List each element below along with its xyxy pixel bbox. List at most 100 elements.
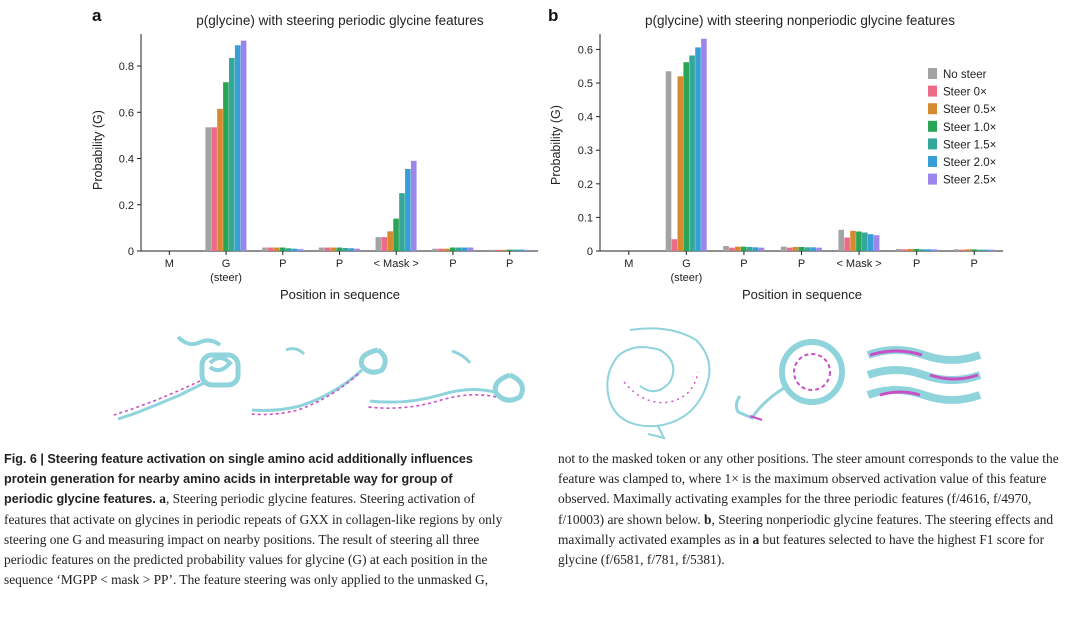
protein-structure-a1: [113, 335, 241, 421]
chart-a-bar: [455, 247, 462, 251]
chart-a-xtick-label: P: [506, 258, 513, 270]
chart-b-plot: 0 0.1 0.2 0.3 0.4 0.5 0.6 M G (steer) P P < Mask > P P: [578, 34, 1003, 284]
chart-b-bar: [901, 249, 908, 251]
chart-b-bar: [844, 237, 850, 251]
chart-a-bar: [279, 247, 286, 251]
chart-a-ylabel: Probability (G): [91, 110, 105, 190]
chart-b-bar: [959, 249, 966, 251]
chart-a-bar: [449, 247, 456, 251]
legend-label: Steer 1.0×: [943, 122, 996, 134]
chart-b-ytick-label: 0: [587, 246, 593, 258]
caption-label-a: a: [159, 491, 166, 507]
caption-text-a: , Steering periodic glycine features. St…: [4, 491, 503, 588]
chart-a-bar: [518, 249, 525, 251]
legend-swatch: [928, 138, 937, 150]
protein-structure-a3: [367, 349, 525, 409]
chart-b-bar: [919, 249, 926, 251]
chart-a-bar: [354, 248, 360, 251]
chart-b-xtick-label: P: [971, 258, 978, 270]
caption-text-a-cont: not to the masked token or any other pos…: [558, 451, 1059, 527]
chart-a-bar: [348, 248, 354, 251]
chart-a-bar: [381, 237, 388, 251]
chart-b-ytick-label: 0.5: [578, 78, 593, 90]
chart-a-xtick-label: P: [449, 258, 456, 270]
chart-b-bar: [816, 247, 822, 251]
chart-b-bar: [758, 247, 765, 251]
chart-b-legend: No steer Steer 0× Steer 0.5× Steer 1.0× Stee…: [928, 68, 996, 187]
chart-a-bar: [444, 248, 450, 251]
chart-a-bar: [285, 248, 292, 251]
chart-b-xtick-sublabel: (steer): [670, 272, 702, 284]
chart-b-bar: [804, 247, 811, 251]
chart-a-bar: [291, 248, 298, 251]
chart-b-bar: [792, 246, 799, 251]
chart-b-bar: [856, 231, 862, 251]
chart-b-bar: [695, 47, 701, 251]
chart-b-bar: [983, 249, 989, 251]
chart-b-bar: [683, 62, 690, 252]
chart-a-bar: [387, 231, 393, 251]
chart-a-bar: [524, 249, 530, 251]
chart-b-xtick-label: M: [624, 258, 633, 270]
chart-a-bar: [410, 160, 417, 251]
chart-b-bar: [953, 249, 960, 251]
chart-b-bar: [925, 249, 932, 251]
chart-a-bar: [268, 247, 274, 251]
chart-a-title: p(glycine) with steering periodic glycin…: [196, 13, 484, 28]
chart-b-xtick-label: P: [913, 258, 920, 270]
chart-b-bar: [931, 249, 937, 251]
chart-b-bar: [671, 239, 678, 251]
chart-a-bar: [229, 57, 235, 252]
chart-b-bar: [786, 247, 793, 251]
legend-swatch: [928, 173, 937, 185]
chart-a-bar: [399, 193, 405, 251]
figure-caption-left: Fig. 6 | Steering feature activation on …: [4, 449, 504, 590]
chart-b-bar: [988, 249, 995, 251]
chart-a-ytick-label: 0.4: [119, 154, 134, 166]
chart-a-ytick-label: 0.8: [119, 61, 134, 73]
chart-a-bar: [405, 168, 411, 251]
chart-b-xtick-label: P: [740, 258, 747, 270]
caption-label-b-ref: a: [752, 531, 760, 547]
chart-a-bar: [297, 249, 304, 251]
chart-b-ytick-label: 0.1: [578, 212, 593, 224]
chart-a-ytick-label: 0.2: [119, 200, 134, 212]
chart-a-xtick-label: < Mask >: [374, 258, 419, 270]
legend-label: Steer 2.5×: [943, 175, 996, 187]
chart-a-bar: [461, 247, 468, 251]
figure-caption-right: not to the masked token or any other pos…: [558, 449, 1076, 570]
chart-b-bar: [740, 246, 747, 251]
caption-label-b: b: [704, 511, 712, 527]
chart-b-ytick-label: 0.4: [578, 112, 593, 124]
chart-a-bar: [393, 218, 399, 251]
chart-a-bar: [330, 247, 337, 251]
legend-label: Steer 0×: [943, 87, 987, 99]
chart-a-xtick-label: P: [336, 258, 343, 270]
chart-b-bar: [780, 246, 787, 251]
chart-a-bar: [324, 247, 331, 251]
legend-swatch: [928, 156, 937, 167]
chart-a-bar: [211, 127, 217, 251]
legend-label: No steer: [943, 69, 987, 81]
chart-b-bar: [867, 234, 874, 251]
legend-label: Steer 1.5×: [943, 139, 996, 151]
chart-b-bar: [838, 229, 845, 251]
chart-a-ytick-label: 0.6: [119, 107, 134, 119]
chart-b-bar: [689, 55, 695, 252]
chart-a-bar: [432, 248, 438, 251]
chart-a-xlabel: Position in sequence: [280, 287, 400, 302]
chart-b-bar: [895, 248, 902, 251]
chart-a-xtick-label: P: [279, 258, 286, 270]
chart-a-bar: [512, 249, 519, 251]
chart-b-bar: [862, 232, 868, 251]
chart-b-bar: [723, 245, 729, 251]
chart-b-ylabel: Probability (G): [549, 105, 563, 185]
chart-b-ytick-label: 0.6: [578, 44, 593, 56]
chart-b-title: p(glycine) with steering nonperiodic gly…: [645, 13, 955, 28]
chart-a-bar: [488, 249, 495, 251]
chart-b-xtick-label: P: [798, 258, 805, 270]
chart-b-bar: [752, 247, 759, 251]
chart-a-bar: [273, 247, 280, 251]
chart-b-bar: [735, 246, 741, 251]
legend-swatch: [928, 120, 937, 132]
